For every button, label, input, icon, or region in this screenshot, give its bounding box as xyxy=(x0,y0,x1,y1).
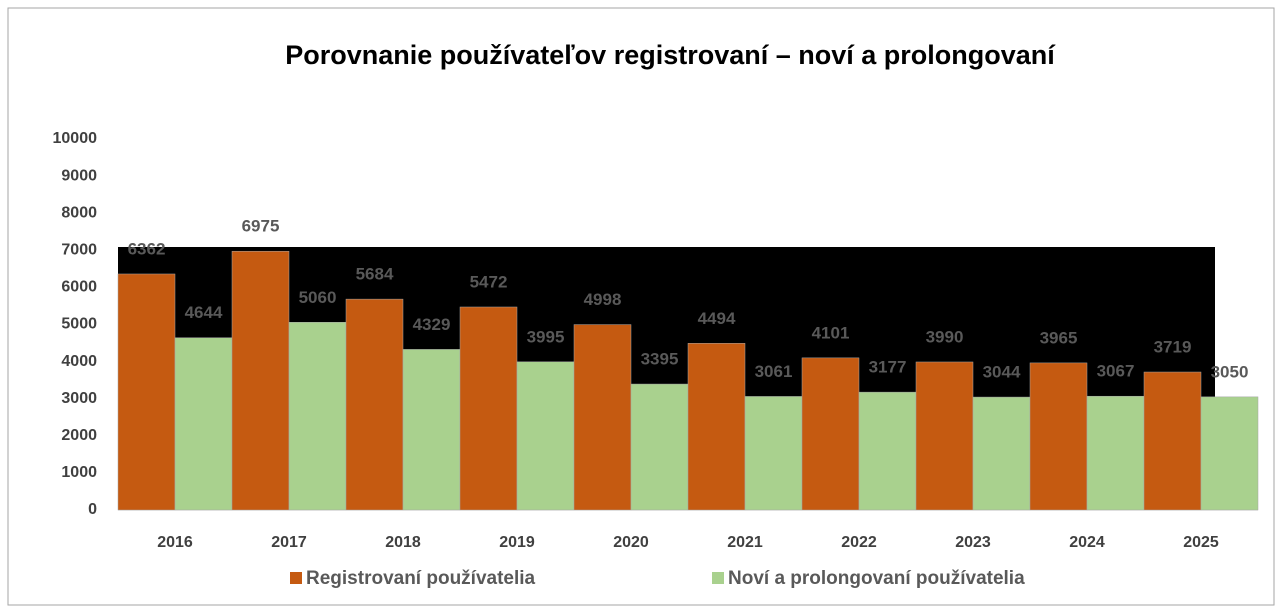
bar xyxy=(630,383,689,511)
value-label: 3965 xyxy=(1040,328,1078,347)
value-label: 5472 xyxy=(470,272,508,291)
bar xyxy=(972,396,1031,511)
x-tick-label: 2024 xyxy=(1069,534,1105,551)
value-label: 3061 xyxy=(755,362,793,381)
x-tick-label: 2023 xyxy=(955,534,991,551)
value-label: 4644 xyxy=(185,303,223,322)
bar xyxy=(174,337,233,511)
value-label: 5684 xyxy=(356,265,394,284)
legend-label: Noví a prolongovaní používatelia xyxy=(728,568,1025,589)
y-tick-label: 1000 xyxy=(61,464,97,481)
x-tick-label: 2018 xyxy=(385,534,421,551)
y-tick-label: 7000 xyxy=(61,242,97,259)
x-tick-label: 2017 xyxy=(271,534,307,551)
bar xyxy=(1086,395,1145,511)
bar xyxy=(1143,371,1202,511)
value-label: 3395 xyxy=(641,350,679,369)
value-label: 4494 xyxy=(698,309,736,328)
value-label: 3067 xyxy=(1097,362,1135,381)
bar xyxy=(117,273,176,511)
value-label: 3719 xyxy=(1154,338,1192,357)
bar xyxy=(345,298,404,511)
bar xyxy=(459,306,518,511)
y-tick-label: 8000 xyxy=(61,204,97,221)
bar xyxy=(402,349,461,511)
x-tick-label: 2025 xyxy=(1183,534,1219,551)
value-label: 4101 xyxy=(812,323,850,342)
value-label: 4329 xyxy=(413,315,451,334)
value-label: 5060 xyxy=(299,288,337,307)
y-tick-label: 3000 xyxy=(61,390,97,407)
y-tick-label: 2000 xyxy=(61,427,97,444)
x-tick-label: 2020 xyxy=(613,534,649,551)
legend-swatch xyxy=(290,572,302,584)
chart-title: Porovnanie používateľov registrovaní – n… xyxy=(285,40,1056,70)
legend-label: Registrovaní používatelia xyxy=(306,568,536,589)
x-tick-label: 2019 xyxy=(499,534,535,551)
value-label: 3177 xyxy=(869,358,907,377)
bar xyxy=(231,250,290,511)
y-tick-label: 10000 xyxy=(53,130,98,147)
y-tick-label: 4000 xyxy=(61,353,97,370)
bar xyxy=(1200,396,1259,511)
y-tick-label: 9000 xyxy=(61,167,97,184)
x-tick-label: 2021 xyxy=(727,534,763,551)
bar xyxy=(288,322,347,511)
bar xyxy=(801,357,860,511)
bar xyxy=(858,391,917,511)
bar xyxy=(744,396,803,511)
x-tick-label: 2016 xyxy=(157,534,193,551)
value-label: 6362 xyxy=(128,239,166,258)
x-tick-label: 2022 xyxy=(841,534,877,551)
y-tick-label: 6000 xyxy=(61,279,97,296)
y-tick-label: 0 xyxy=(88,501,97,518)
bar xyxy=(687,343,746,511)
y-tick-label: 5000 xyxy=(61,316,97,333)
value-label: 3050 xyxy=(1211,362,1249,381)
bar xyxy=(915,361,974,511)
bar xyxy=(1029,362,1088,511)
value-label: 4998 xyxy=(584,290,622,309)
value-label: 3995 xyxy=(527,327,565,346)
value-label: 6975 xyxy=(242,217,280,236)
bar xyxy=(516,361,575,511)
value-label: 3990 xyxy=(926,327,964,346)
bar xyxy=(573,324,632,511)
legend-swatch xyxy=(712,572,724,584)
value-label: 3044 xyxy=(983,363,1021,382)
